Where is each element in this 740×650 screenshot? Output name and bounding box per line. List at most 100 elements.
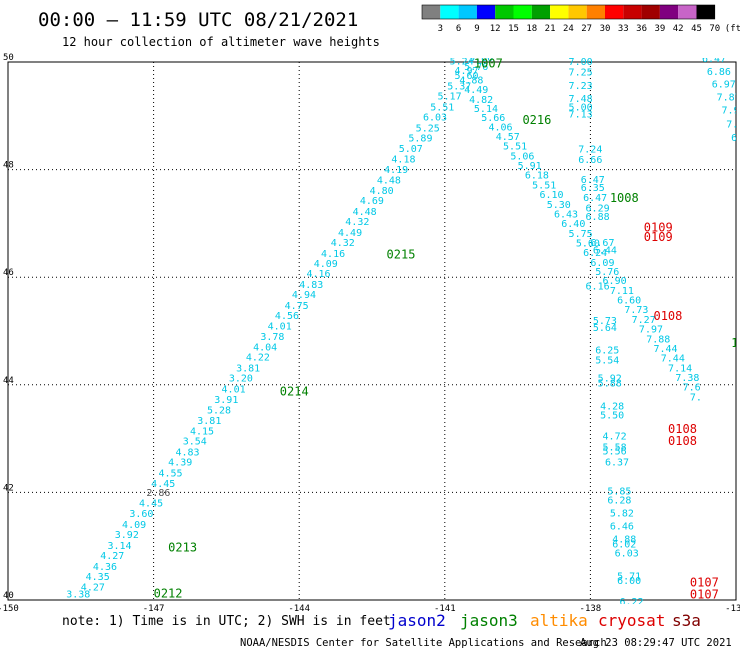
swh-value: 4.45 xyxy=(139,498,163,509)
swh-value: 5.88 xyxy=(598,378,622,389)
satellite-legend: jason2 jason3 altika cryosat s3a xyxy=(388,611,701,630)
swh-value: 5.51 xyxy=(503,142,527,153)
colorbar-tick-label: 70 xyxy=(709,24,720,34)
swh-value: 5.60 xyxy=(455,71,479,82)
swh-value: 4.75 xyxy=(285,301,309,312)
swh-value: 5.50 xyxy=(600,411,624,422)
swh-value: 6.02 xyxy=(612,539,636,550)
swh-value: 4.35 xyxy=(86,572,110,583)
swh-value: 6.25 xyxy=(595,346,619,357)
y-tick-label: 48 xyxy=(3,161,14,171)
colorbar-swatch xyxy=(568,5,587,19)
swh-value: 6.00 xyxy=(617,576,641,587)
swh-value: 5.66 xyxy=(481,113,505,124)
colorbar-border xyxy=(421,4,716,20)
swh-value: 5.00 xyxy=(569,102,593,113)
swh-value: 6.67 xyxy=(590,238,614,249)
swh-value: 6.43 xyxy=(554,209,578,220)
swh-value: 4.88 xyxy=(612,534,636,545)
swh-value: 5.24 xyxy=(450,57,474,68)
swh-value: 5.76 xyxy=(464,62,488,73)
swh-value: 6.47 xyxy=(702,54,726,65)
colorbar-swatch xyxy=(659,5,679,19)
swh-value: 4.28 xyxy=(600,402,624,413)
swh-value: 5.28 xyxy=(207,405,231,416)
swh-value: 4.83 xyxy=(175,447,199,458)
swh-value: 4.80 xyxy=(370,186,394,197)
swh-value: 5.56 xyxy=(603,447,627,458)
swh-value: 3.54 xyxy=(183,437,207,448)
swh-value: 4.19 xyxy=(384,165,408,176)
swh-value: 4.48 xyxy=(377,176,401,187)
colorbar-swatch xyxy=(623,5,642,19)
swh-value: 6.46 xyxy=(610,522,634,533)
swh-value: 4.16 xyxy=(306,269,330,280)
swh-value: 5.92 xyxy=(598,374,622,385)
swh-value: 3.92 xyxy=(115,530,139,541)
y-tick-label: 40 xyxy=(3,591,14,601)
colorbar-tick-label: 42 xyxy=(673,24,684,34)
swh-value: 5.14 xyxy=(474,104,498,115)
swh-value: 5.73 xyxy=(593,316,617,327)
colorbar-tick-label: 9 xyxy=(474,24,479,34)
swh-value: 7.9 xyxy=(721,106,739,117)
swh-value: 5.17 xyxy=(438,92,462,103)
swh-value: 4.27 xyxy=(81,582,105,593)
swh-value: 6.09 xyxy=(590,258,614,269)
legend-entry: altika xyxy=(530,611,588,630)
swh-value: 4.45 xyxy=(151,479,175,490)
swh-value: 7.11 xyxy=(610,286,634,297)
swh-value: 6.03 xyxy=(615,548,639,559)
colorbar-tick-label: 33 xyxy=(618,24,629,34)
swh-value: 6.47 xyxy=(583,193,607,204)
swh-value: 6.40 xyxy=(561,219,585,230)
colorbar-swatch xyxy=(495,5,514,19)
swh-value: 3.20 xyxy=(229,374,253,385)
colorbar-swatch xyxy=(513,5,532,19)
swh-value: 5.85 xyxy=(607,487,631,498)
time-label: 1007 xyxy=(474,56,503,70)
time-label: 0215 xyxy=(387,247,416,261)
swh-value: 5.91 xyxy=(518,161,542,172)
swh-value: 5.07 xyxy=(399,144,423,155)
swh-value: 4.32 xyxy=(331,238,355,249)
swh-value: 4.18 xyxy=(391,155,415,166)
colorbar-swatch xyxy=(531,5,551,19)
colorbar-swatch xyxy=(678,5,697,19)
swh-value: 6.47 xyxy=(581,175,605,186)
swh-value: 4.55 xyxy=(158,468,182,479)
swh-value: 6.24 xyxy=(583,248,607,259)
colorbar-swatch xyxy=(550,5,569,19)
swh-value: 6.22 xyxy=(620,597,644,608)
swh-value: 7.14 xyxy=(668,363,692,374)
swh-value: 7.88 xyxy=(646,334,670,345)
colorbar-tick-label: 6 xyxy=(456,24,461,34)
swh-value: 5.80 xyxy=(469,53,493,64)
swh-value: 7.44 xyxy=(661,354,685,365)
swh-value: 6.03 xyxy=(423,113,447,124)
footer-credit: NOAA/NESDIS Center for Satellite Applica… xyxy=(240,637,607,649)
time-label: 0212 xyxy=(154,586,183,600)
time-label: 0108 xyxy=(668,422,697,436)
legend-entry: cryosat xyxy=(598,611,665,630)
x-tick-label: -147 xyxy=(143,604,165,614)
swh-value: 4.97 xyxy=(455,66,479,77)
colorbar-tick-label: 12 xyxy=(490,24,501,34)
swh-value: 5.54 xyxy=(481,36,505,47)
time-label: 0109 xyxy=(644,220,673,234)
swh-value: 4.09 xyxy=(122,520,146,531)
swh-value: 4.01 xyxy=(268,321,292,332)
swh-value: 4.72 xyxy=(603,432,627,443)
swh-value: 4.57 xyxy=(496,132,520,143)
swh-value: 5.89 xyxy=(408,134,432,145)
colorbar-tick-label: 24 xyxy=(563,24,574,34)
swh-value: 4.15 xyxy=(190,426,214,437)
x-tick-label: -141 xyxy=(434,604,456,614)
swh-value: 3.60 xyxy=(129,509,153,520)
swh-value: 5.76 xyxy=(595,267,619,278)
x-tick-label: -144 xyxy=(288,604,310,614)
swh-value: 7.87 xyxy=(717,93,740,104)
y-tick-label: 42 xyxy=(3,483,14,493)
x-tick-label: -135 xyxy=(725,604,740,614)
